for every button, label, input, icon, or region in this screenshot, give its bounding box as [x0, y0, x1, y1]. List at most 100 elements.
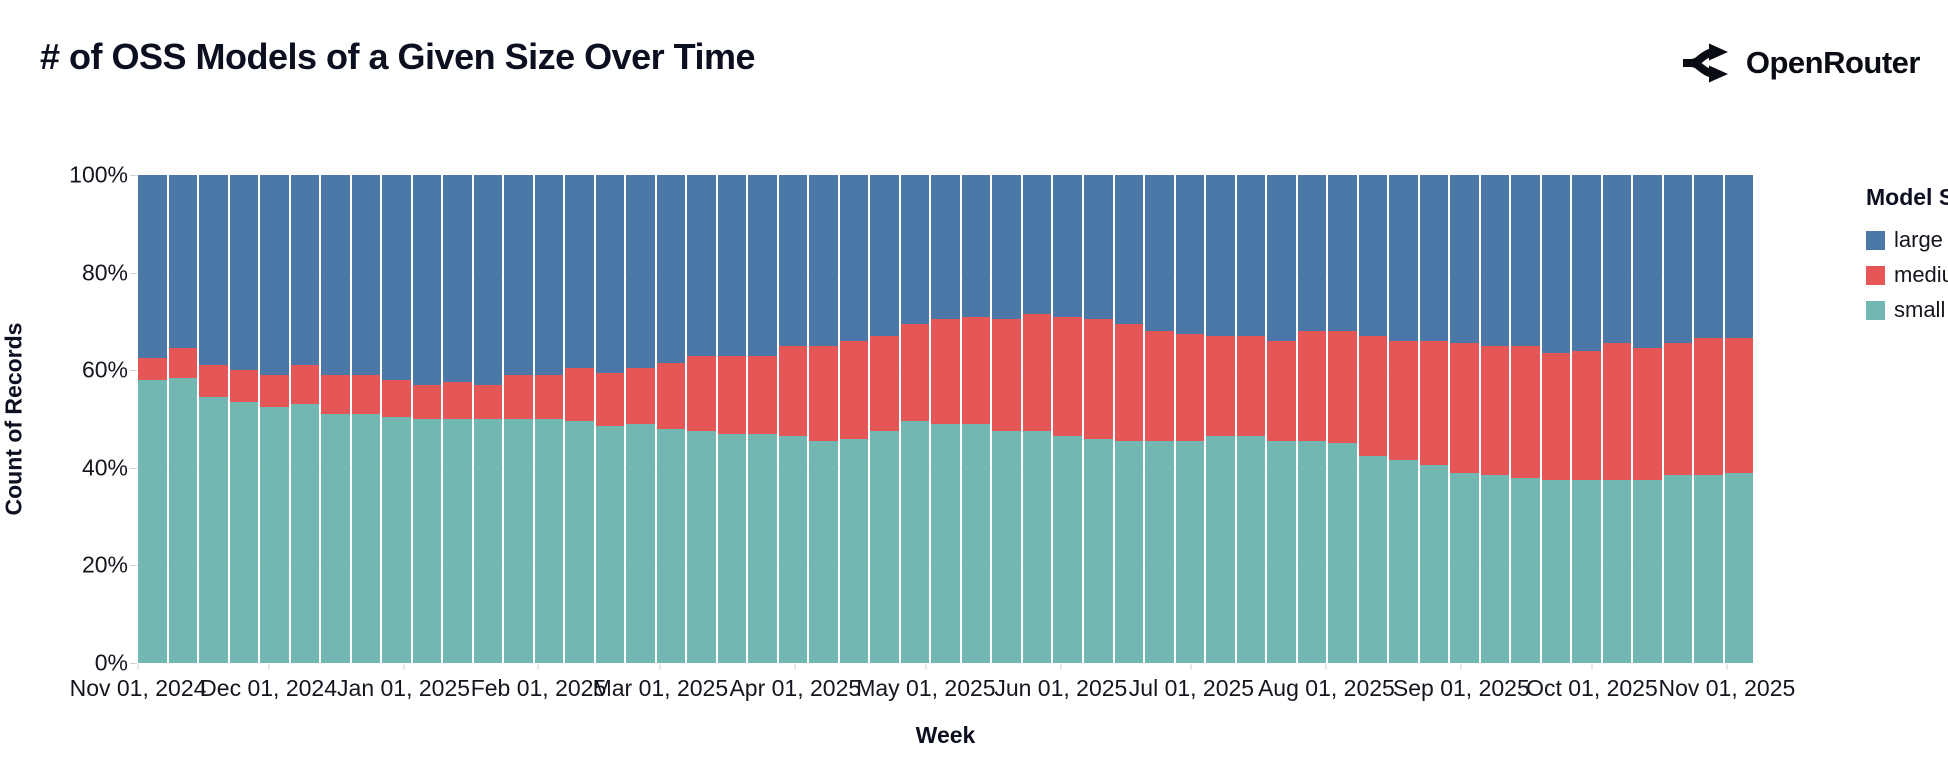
bar-segment-medium[interactable] [138, 358, 167, 380]
bar-segment-small[interactable] [626, 423, 655, 663]
bar-segment-medium[interactable] [961, 316, 991, 424]
bar-segment-medium[interactable] [931, 318, 960, 424]
bar-segment-small[interactable] [1694, 475, 1723, 663]
bar-segment-small[interactable] [473, 418, 503, 663]
bar-segment-medium[interactable] [778, 345, 808, 437]
bar-segment-small[interactable] [1358, 455, 1388, 663]
bar-segment-small[interactable] [443, 418, 472, 663]
bar-segment-small[interactable] [321, 414, 350, 663]
bar-segment-large[interactable] [1572, 175, 1601, 351]
bar-segment-small[interactable] [1724, 472, 1754, 663]
bar-segment-large[interactable] [168, 175, 198, 349]
bar-segment-medium[interactable] [1297, 331, 1327, 441]
bar-segment-small[interactable] [1663, 475, 1693, 663]
bar-segment-small[interactable] [748, 433, 777, 663]
bar-segment-small[interactable] [199, 397, 228, 663]
bar-segment-large[interactable] [961, 175, 991, 317]
bar-segment-medium[interactable] [412, 384, 442, 419]
bar-segment-medium[interactable] [1145, 331, 1174, 441]
bar-segment-large[interactable] [351, 175, 381, 376]
bar-segment-medium[interactable] [1419, 340, 1449, 466]
bar-segment-small[interactable] [1511, 477, 1540, 663]
bar-segment-large[interactable] [870, 175, 899, 337]
bar-segment-medium[interactable] [382, 379, 411, 417]
bar-segment-medium[interactable] [1022, 314, 1052, 432]
bar-segment-large[interactable] [443, 175, 472, 383]
bar-segment-large[interactable] [1114, 175, 1144, 324]
bar-segment-large[interactable] [900, 175, 930, 324]
bar-segment-small[interactable] [1053, 436, 1082, 663]
bar-segment-medium[interactable] [839, 340, 869, 439]
bar-segment-large[interactable] [1633, 175, 1662, 349]
bar-segment-large[interactable] [1022, 175, 1052, 315]
bar-segment-small[interactable] [138, 379, 167, 663]
bar-segment-medium[interactable] [1083, 318, 1113, 439]
bar-segment-large[interactable] [473, 175, 503, 385]
bar-segment-medium[interactable] [687, 355, 716, 432]
bar-segment-small[interactable] [839, 438, 869, 663]
bar-segment-medium[interactable] [1328, 331, 1357, 444]
bar-segment-large[interactable] [1175, 175, 1205, 334]
bar-segment-medium[interactable] [1389, 340, 1418, 461]
bar-segment-large[interactable] [1450, 175, 1479, 344]
bar-segment-medium[interactable] [168, 348, 198, 378]
bar-segment-small[interactable] [260, 406, 289, 663]
bar-segment-medium[interactable] [1480, 345, 1510, 476]
bar-segment-medium[interactable] [1358, 336, 1388, 456]
bar-segment-large[interactable] [656, 175, 686, 363]
bar-segment-large[interactable] [260, 175, 289, 376]
bar-segment-large[interactable] [565, 175, 594, 368]
bar-segment-small[interactable] [992, 431, 1021, 663]
bar-segment-large[interactable] [748, 175, 777, 356]
bar-segment-medium[interactable] [290, 365, 320, 405]
bar-segment-medium[interactable] [717, 355, 747, 434]
bar-segment-large[interactable] [778, 175, 808, 346]
bar-segment-medium[interactable] [1663, 343, 1693, 476]
bar-segment-large[interactable] [931, 175, 960, 319]
bar-segment-small[interactable] [900, 421, 930, 663]
bar-segment-medium[interactable] [565, 367, 594, 422]
bar-segment-small[interactable] [809, 440, 838, 663]
bar-segment-medium[interactable] [1114, 323, 1144, 441]
bar-segment-medium[interactable] [1053, 316, 1082, 437]
bar-segment-medium[interactable] [992, 318, 1021, 432]
bar-segment-small[interactable] [1206, 436, 1235, 663]
bar-segment-small[interactable] [1083, 438, 1113, 663]
bar-segment-medium[interactable] [1511, 345, 1540, 478]
bar-segment-medium[interactable] [870, 336, 899, 432]
bar-segment-medium[interactable] [351, 375, 381, 415]
bar-segment-medium[interactable] [1175, 333, 1205, 441]
bar-segment-medium[interactable] [473, 384, 503, 419]
bar-segment-large[interactable] [1419, 175, 1449, 341]
bar-segment-small[interactable] [1236, 436, 1266, 663]
bar-segment-small[interactable] [1328, 443, 1357, 663]
bar-segment-small[interactable] [870, 431, 899, 663]
bar-segment-large[interactable] [839, 175, 869, 341]
bar-segment-small[interactable] [687, 431, 716, 663]
bar-segment-large[interactable] [992, 175, 1021, 319]
bar-segment-medium[interactable] [1267, 340, 1296, 441]
bar-segment-large[interactable] [138, 175, 167, 358]
bar-segment-small[interactable] [595, 426, 625, 663]
bar-segment-large[interactable] [1389, 175, 1418, 341]
bar-segment-small[interactable] [1022, 431, 1052, 663]
bar-segment-large[interactable] [1358, 175, 1388, 337]
bar-segment-small[interactable] [1480, 475, 1510, 663]
bar-segment-small[interactable] [504, 418, 533, 663]
bar-segment-medium[interactable] [199, 365, 228, 398]
bar-segment-large[interactable] [1145, 175, 1174, 332]
bar-segment-large[interactable] [534, 175, 564, 376]
bar-segment-medium[interactable] [504, 375, 533, 419]
bar-segment-large[interactable] [1511, 175, 1540, 346]
bar-segment-small[interactable] [1541, 479, 1571, 663]
bar-segment-small[interactable] [1572, 479, 1601, 663]
bar-segment-large[interactable] [1267, 175, 1296, 341]
bar-segment-small[interactable] [1602, 479, 1632, 663]
bar-segment-large[interactable] [1206, 175, 1235, 337]
bar-segment-medium[interactable] [1572, 350, 1601, 480]
bar-segment-large[interactable] [626, 175, 655, 368]
bar-segment-large[interactable] [687, 175, 716, 356]
bar-segment-large[interactable] [229, 175, 259, 371]
bar-segment-medium[interactable] [260, 375, 289, 407]
bar-segment-large[interactable] [199, 175, 228, 366]
